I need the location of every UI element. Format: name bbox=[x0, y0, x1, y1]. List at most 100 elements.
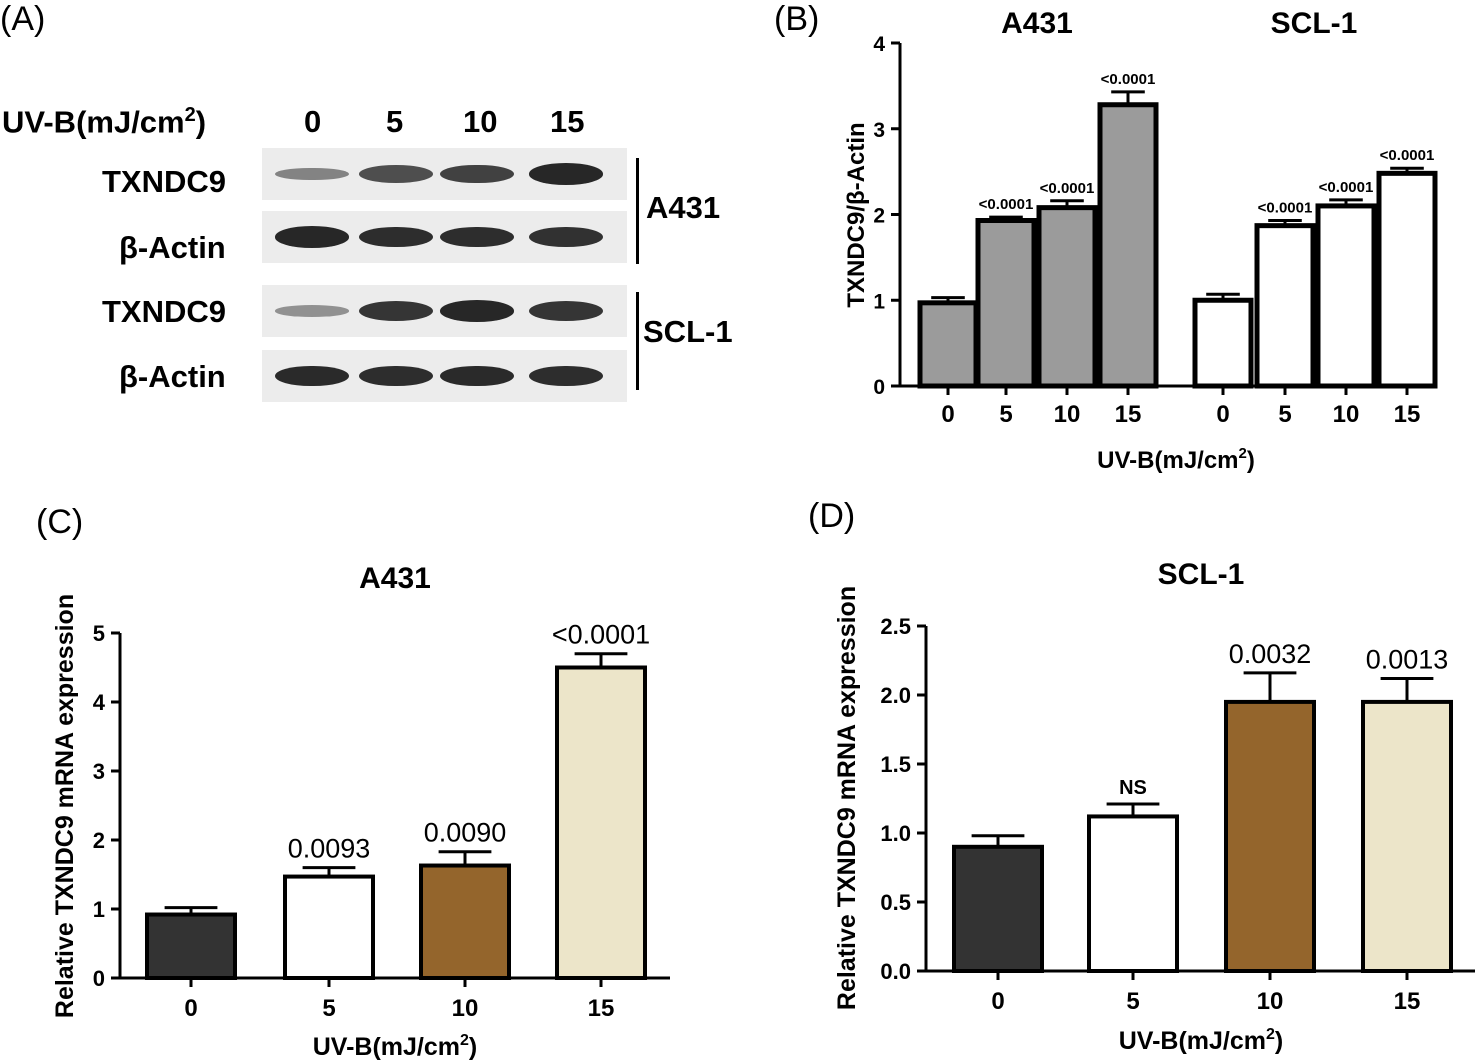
wb-row-label-txndc9-scl1: TXNDC9 bbox=[102, 294, 227, 329]
wb-group-scl1: SCL-1 bbox=[643, 314, 733, 349]
chart-d-data-label: NS bbox=[1119, 777, 1147, 799]
wb-band-txndc9-scl1-lane-5 bbox=[359, 301, 433, 321]
chart-b-x-tick-label: 0 bbox=[941, 401, 954, 428]
chart-b-y-tick-label: 2 bbox=[873, 205, 885, 228]
chart-c-y-tick-label: 2 bbox=[93, 828, 105, 853]
chart-b-x-tick-label: 5 bbox=[999, 401, 1012, 428]
chart-b-x-tick-label: 0 bbox=[1216, 401, 1229, 428]
wb-row-label-txndc9-a431: TXNDC9 bbox=[102, 164, 227, 199]
panel-label-d: (D) bbox=[808, 497, 856, 535]
chart-d-y-tick-label: 2.0 bbox=[880, 683, 911, 708]
chart-d-title: SCL-1 bbox=[1158, 558, 1245, 591]
chart-d-y-tick-label: 1.5 bbox=[880, 752, 911, 777]
chart-b-data-label: <0.0001 bbox=[1319, 179, 1374, 196]
wb-band-actin-a431-lane-0 bbox=[275, 226, 349, 248]
wb-band-txndc9-a431-lane-5 bbox=[359, 165, 433, 183]
chart-c-xlabel-close: ) bbox=[469, 1033, 477, 1061]
chart-c-y-tick-label: 4 bbox=[93, 690, 106, 715]
wb-uv-sup: 2 bbox=[184, 104, 196, 126]
chart-b-x-tick-label: 10 bbox=[1333, 401, 1360, 428]
chart-b-ylabel: TXNDC9/β-Actin bbox=[843, 122, 870, 307]
chart-d-xlabel-close: ) bbox=[1275, 1027, 1283, 1055]
chart-b-y-tick-label: 3 bbox=[873, 119, 885, 142]
wb-band-actin-scl1-lane-15 bbox=[529, 365, 603, 387]
chart-d-x-tick-label: 5 bbox=[1126, 988, 1139, 1015]
chart-b-y-tick-label: 4 bbox=[873, 33, 885, 56]
chart-b-x-tick-label: 15 bbox=[1115, 401, 1142, 428]
chart-b-a431-5-bar bbox=[975, 218, 1037, 389]
wb-group-a431: A431 bbox=[646, 190, 721, 225]
panel-label-b: (B) bbox=[774, 0, 820, 38]
chart-b-group-title-a431: A431 bbox=[1001, 7, 1073, 40]
chart-c-y-tick-label: 1 bbox=[93, 897, 105, 922]
chart-d-y-tick-label: 0.5 bbox=[880, 890, 911, 915]
chart-b-data-label: <0.0001 bbox=[979, 196, 1034, 213]
chart-c-data-label: 0.0090 bbox=[424, 818, 507, 848]
chart-b-x-tick-label: 5 bbox=[1278, 401, 1291, 428]
chart-d-xlabel-sup: 2 bbox=[1266, 1026, 1275, 1043]
chart-d-data-label: 0.0032 bbox=[1229, 639, 1312, 669]
wb-band-actin-a431-lane-15 bbox=[529, 226, 603, 248]
wb-uv-close: ) bbox=[195, 104, 207, 140]
chart-b-xlabel-close: ) bbox=[1247, 447, 1255, 474]
chart-c-title: A431 bbox=[359, 562, 431, 595]
chart-b-scl1-5-bar bbox=[1254, 223, 1316, 389]
wb-band-actin-scl1-lane-0 bbox=[275, 365, 349, 387]
chart-d-xlabel: UV-B(mJ/cm2) bbox=[1119, 1026, 1284, 1055]
chart-c-5-bar bbox=[283, 874, 375, 981]
chart-c-x-tick-label: 15 bbox=[588, 995, 615, 1022]
chart-c-ylabel: Relative TXNDC9 mRNA expression bbox=[51, 594, 79, 1018]
wb-dose-0: 0 bbox=[304, 104, 322, 139]
chart-d-x-tick-label: 15 bbox=[1394, 988, 1421, 1015]
chart-c-y-tick-label: 5 bbox=[93, 621, 105, 646]
wb-band-actin-scl1-lane-10 bbox=[440, 365, 514, 387]
chart-b-x-tick-label: 10 bbox=[1054, 401, 1081, 428]
chart-b-scl1-10-bar bbox=[1315, 203, 1377, 389]
wb-uv-label: UV-B(mJ/cm2) bbox=[2, 104, 206, 140]
wb-row-label-actin-scl1: β-Actin bbox=[119, 359, 226, 394]
chart-b-a431-10-bar bbox=[1036, 205, 1098, 389]
chart-b-scl1-0-bar bbox=[1192, 297, 1254, 389]
wb-band-actin-a431-lane-10 bbox=[440, 226, 514, 248]
chart-b-xlabel-text: UV-B(mJ/cm bbox=[1097, 447, 1238, 474]
chart-d-15-bar bbox=[1361, 699, 1453, 974]
chart-c-y-tick-label: 3 bbox=[93, 759, 105, 784]
chart-b-group-title-scl1: SCL-1 bbox=[1271, 7, 1358, 40]
wb-bracket-scl1 bbox=[636, 292, 639, 390]
wb-uv-text: UV-B(mJ/cm bbox=[2, 104, 185, 140]
chart-b-data-label: <0.0001 bbox=[1380, 147, 1435, 164]
chart-c-x-tick-label: 0 bbox=[184, 995, 197, 1022]
wb-band-actin-scl1-lane-5 bbox=[359, 365, 433, 387]
chart-d-y-tick-label: 0.0 bbox=[880, 959, 911, 984]
wb-dose-5: 5 bbox=[386, 104, 404, 139]
wb-dose-15: 15 bbox=[550, 104, 585, 139]
chart-c-x-tick-label: 5 bbox=[322, 995, 335, 1022]
wb-band-txndc9-scl1-lane-10 bbox=[440, 300, 514, 322]
chart-b-xlabel: UV-B(mJ/cm2) bbox=[1097, 445, 1255, 474]
chart-b-y-tick-label: 1 bbox=[873, 290, 885, 313]
chart-d-x-tick-label: 10 bbox=[1257, 988, 1284, 1015]
chart-b-xlabel-sup: 2 bbox=[1239, 445, 1247, 462]
chart-d-ylabel: Relative TXNDC9 mRNA expression bbox=[833, 586, 861, 1010]
wb-band-txndc9-a431-lane-10 bbox=[440, 164, 514, 184]
chart-d-10-bar bbox=[1224, 699, 1316, 974]
chart-b-y-tick-label: 0 bbox=[873, 376, 885, 399]
chart-c-0-bar bbox=[145, 912, 237, 981]
chart-b-data-label: <0.0001 bbox=[1101, 71, 1156, 88]
chart-c-10-bar bbox=[419, 863, 511, 981]
chart-d-5-bar bbox=[1087, 814, 1179, 973]
chart-b-a431-0-bar bbox=[917, 300, 979, 389]
wb-dose-10: 10 bbox=[463, 104, 498, 139]
panel-label-c: (C) bbox=[36, 503, 84, 541]
wb-band-actin-a431-lane-5 bbox=[359, 226, 433, 248]
chart-d-0-bar bbox=[952, 844, 1044, 973]
chart-b-x-tick-label: 15 bbox=[1394, 401, 1421, 428]
wb-bracket-a431 bbox=[636, 158, 639, 264]
chart-c-data-label: <0.0001 bbox=[552, 620, 650, 650]
chart-b-a431-15-bar bbox=[1097, 102, 1159, 389]
chart-c-xlabel-sup: 2 bbox=[460, 1032, 469, 1049]
wb-band-txndc9-a431-lane-0 bbox=[275, 167, 349, 181]
